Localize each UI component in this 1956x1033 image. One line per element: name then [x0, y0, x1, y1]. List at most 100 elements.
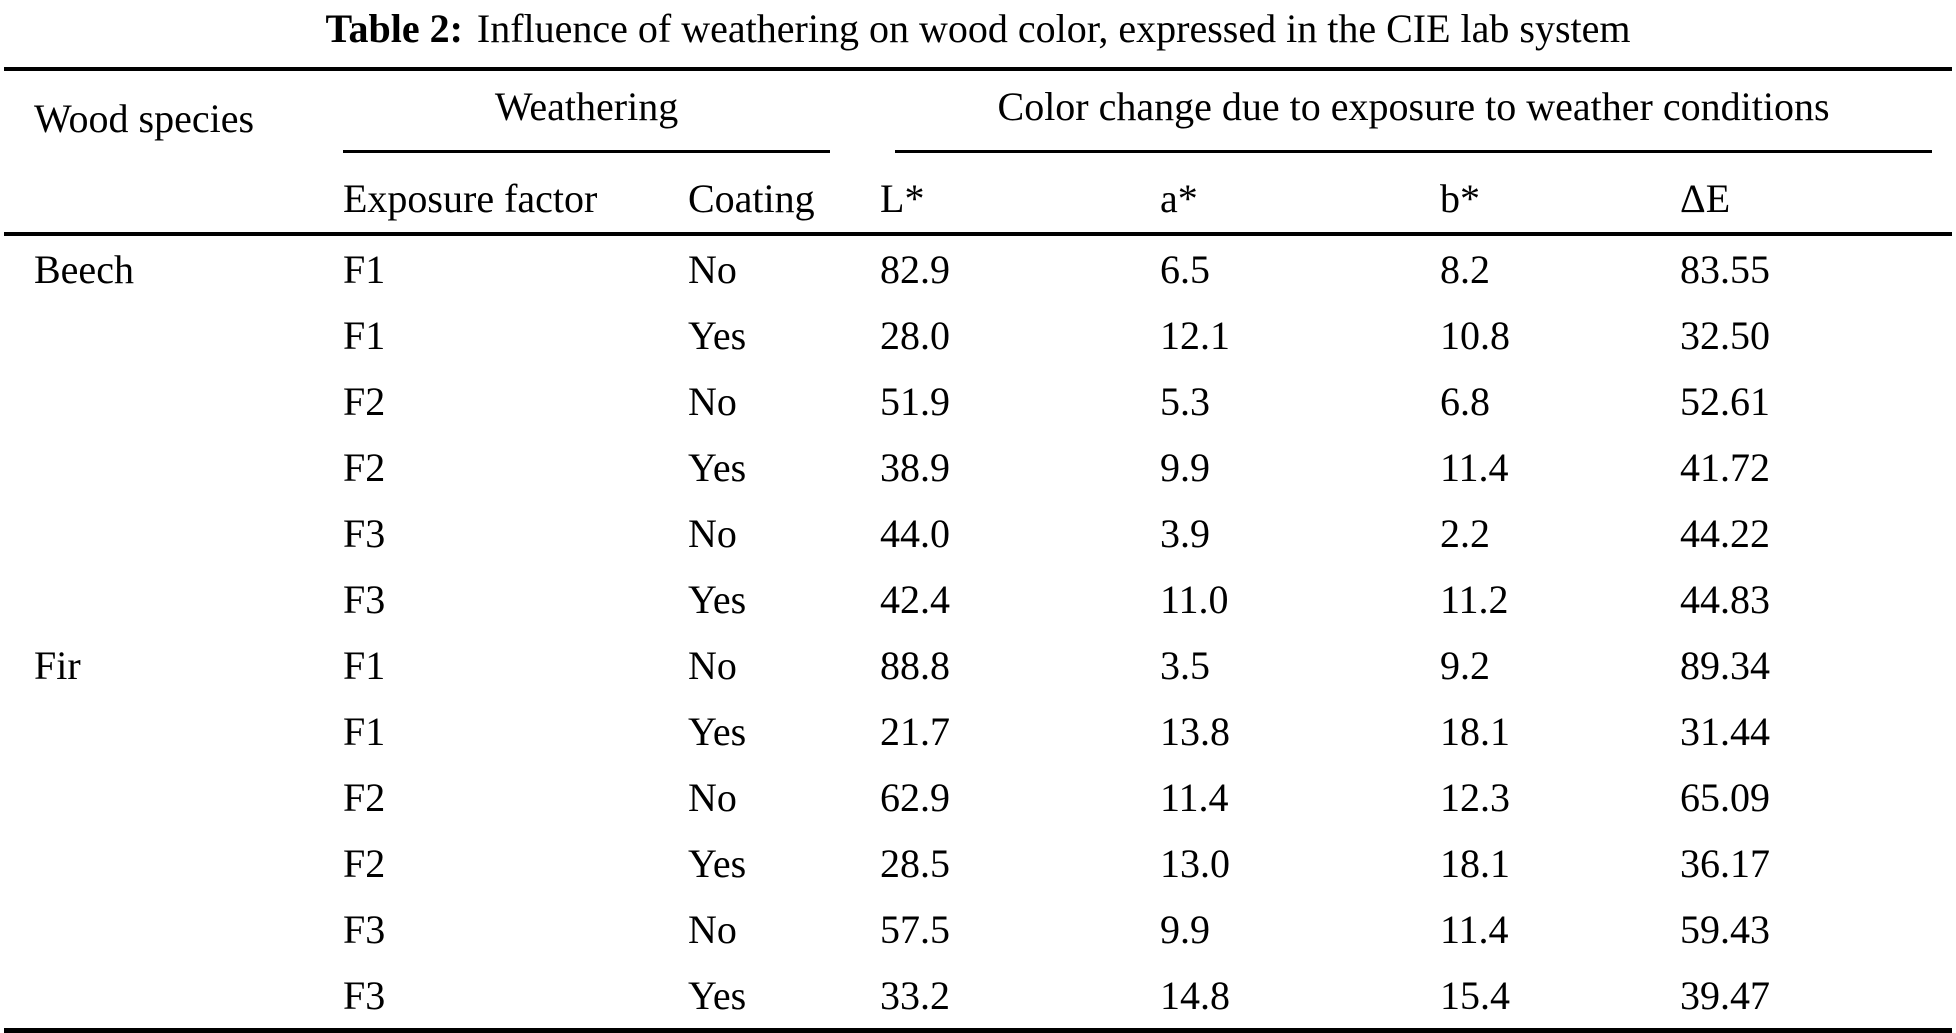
table-caption-text: Influence of weathering on wood color, e…: [476, 6, 1631, 51]
cell-dE: 65.09: [1680, 774, 1771, 820]
cell-L: 33.2: [880, 972, 951, 1018]
cell-dE: 41.72: [1680, 444, 1771, 490]
cell-b: 15.4: [1440, 972, 1511, 1018]
table-row: F2 No 51.9 5.3 6.8 52.61: [4, 368, 1952, 434]
table-row: Fir F1 No 88.8 3.5 9.2 89.34: [4, 632, 1952, 698]
cell-L: 21.7: [880, 708, 951, 754]
cell-a: 11.0: [1160, 576, 1229, 622]
cell-L: 28.0: [880, 312, 951, 358]
cell-L: 62.9: [880, 774, 951, 820]
cell-L: 28.5: [880, 840, 951, 886]
header-columns-row: Exposure factor Coating L* a* b* ΔE: [4, 153, 1953, 236]
cell-wood-species: [4, 962, 343, 1031]
cell-dE: 89.34: [1680, 642, 1771, 688]
cell-L: 88.8: [880, 642, 951, 688]
cell-wood-species: [4, 434, 343, 500]
cell-a: 9.9: [1160, 444, 1211, 490]
table-caption: Table 2: Influence of weathering on wood …: [0, 0, 1956, 67]
table-row: F2 Yes 28.5 13.0 18.1 36.17: [4, 830, 1952, 896]
cell-coating: No: [688, 906, 737, 952]
cell-b: 9.2: [1440, 642, 1491, 688]
cell-b: 18.1: [1440, 708, 1511, 754]
cell-b: 8.2: [1440, 246, 1491, 292]
cell-dE: 44.22: [1680, 510, 1771, 556]
cell-exposure-factor: F1: [343, 642, 386, 688]
table-row: F2 Yes 38.9 9.9 11.4 41.72: [4, 434, 1952, 500]
cell-exposure-factor: F1: [343, 708, 386, 754]
cell-exposure-factor: F1: [343, 312, 386, 358]
column-group-color-change: Color change due to exposure to weather …: [880, 69, 1952, 153]
cell-dE: 31.44: [1680, 708, 1771, 754]
cell-L: 82.9: [880, 246, 951, 292]
cell-exposure-factor: F2: [343, 840, 386, 886]
cell-L: 44.0: [880, 510, 951, 556]
cell-b: 11.2: [1440, 576, 1509, 622]
cell-coating: Yes: [688, 972, 747, 1018]
cell-coating: Yes: [688, 312, 747, 358]
column-group-color-change-label: Color change due to exposure to weather …: [895, 83, 1933, 153]
cell-b: 6.8: [1440, 378, 1491, 424]
cell-exposure-factor: F2: [343, 774, 386, 820]
table-row: F1 Yes 21.7 13.8 18.1 31.44: [4, 698, 1952, 764]
cell-a: 5.3: [1160, 378, 1211, 424]
cell-L: 38.9: [880, 444, 951, 490]
cell-dE: 32.50: [1680, 312, 1771, 358]
cell-wood-species: [4, 500, 343, 566]
cell-L: 57.5: [880, 906, 951, 952]
cell-coating: No: [688, 510, 737, 556]
column-header-b: b*: [1440, 153, 1681, 236]
cell-L: 51.9: [880, 378, 951, 424]
cell-coating: Yes: [688, 444, 747, 490]
weathering-color-table: Wood species Weathering Color change due…: [4, 67, 1953, 1033]
column-group-weathering: Weathering: [343, 69, 880, 153]
cell-wood-species: [4, 830, 343, 896]
cell-a: 12.1: [1160, 312, 1231, 358]
cell-coating: Yes: [688, 576, 747, 622]
table-row: F3 No 44.0 3.9 2.2 44.22: [4, 500, 1952, 566]
table-row: F3 Yes 33.2 14.8 15.4 39.47: [4, 962, 1952, 1031]
cell-a: 3.9: [1160, 510, 1211, 556]
cell-L: 42.4: [880, 576, 951, 622]
cell-exposure-factor: F3: [343, 510, 386, 556]
cell-wood-species: [4, 896, 343, 962]
cell-b: 2.2: [1440, 510, 1491, 556]
cell-a: 13.8: [1160, 708, 1231, 754]
table-row: F1 Yes 28.0 12.1 10.8 32.50: [4, 302, 1952, 368]
table-row: F3 No 57.5 9.9 11.4 59.43: [4, 896, 1952, 962]
cell-exposure-factor: F2: [343, 444, 386, 490]
column-header-dE: ΔE: [1680, 153, 1953, 236]
cell-coating: Yes: [688, 708, 747, 754]
column-group-weathering-label: Weathering: [343, 83, 831, 153]
cell-a: 13.0: [1160, 840, 1231, 886]
cell-wood-species: Fir: [34, 642, 81, 688]
cell-b: 10.8: [1440, 312, 1511, 358]
column-header-exposure-factor: Exposure factor: [343, 153, 688, 236]
table-row: F2 No 62.9 11.4 12.3 65.09: [4, 764, 1952, 830]
cell-wood-species: Beech: [34, 246, 134, 292]
column-header-a: a*: [1160, 153, 1441, 236]
cell-exposure-factor: F2: [343, 378, 386, 424]
table-caption-label: Table 2:: [325, 6, 463, 51]
column-header-L: L*: [880, 153, 1161, 236]
table-row: F3 Yes 42.4 11.0 11.2 44.83: [4, 566, 1952, 632]
table-row: Beech F1 No 82.9 6.5 8.2 83.55: [4, 234, 1952, 302]
cell-exposure-factor: F1: [343, 246, 386, 292]
cell-coating: No: [688, 642, 737, 688]
cell-b: 18.1: [1440, 840, 1511, 886]
cell-wood-species: [4, 698, 343, 764]
cell-coating: No: [688, 378, 737, 424]
cell-dE: 39.47: [1680, 972, 1771, 1018]
cell-exposure-factor: F3: [343, 576, 386, 622]
cell-dE: 36.17: [1680, 840, 1771, 886]
cell-b: 11.4: [1440, 444, 1509, 490]
cell-dE: 59.43: [1680, 906, 1771, 952]
column-header-wood-species: Wood species: [4, 69, 343, 236]
cell-exposure-factor: F3: [343, 972, 386, 1018]
cell-coating: No: [688, 774, 737, 820]
cell-a: 9.9: [1160, 906, 1211, 952]
cell-a: 14.8: [1160, 972, 1231, 1018]
column-header-coating: Coating: [688, 153, 881, 236]
cell-dE: 44.83: [1680, 576, 1771, 622]
cell-dE: 83.55: [1680, 246, 1771, 292]
cell-wood-species: [4, 302, 343, 368]
